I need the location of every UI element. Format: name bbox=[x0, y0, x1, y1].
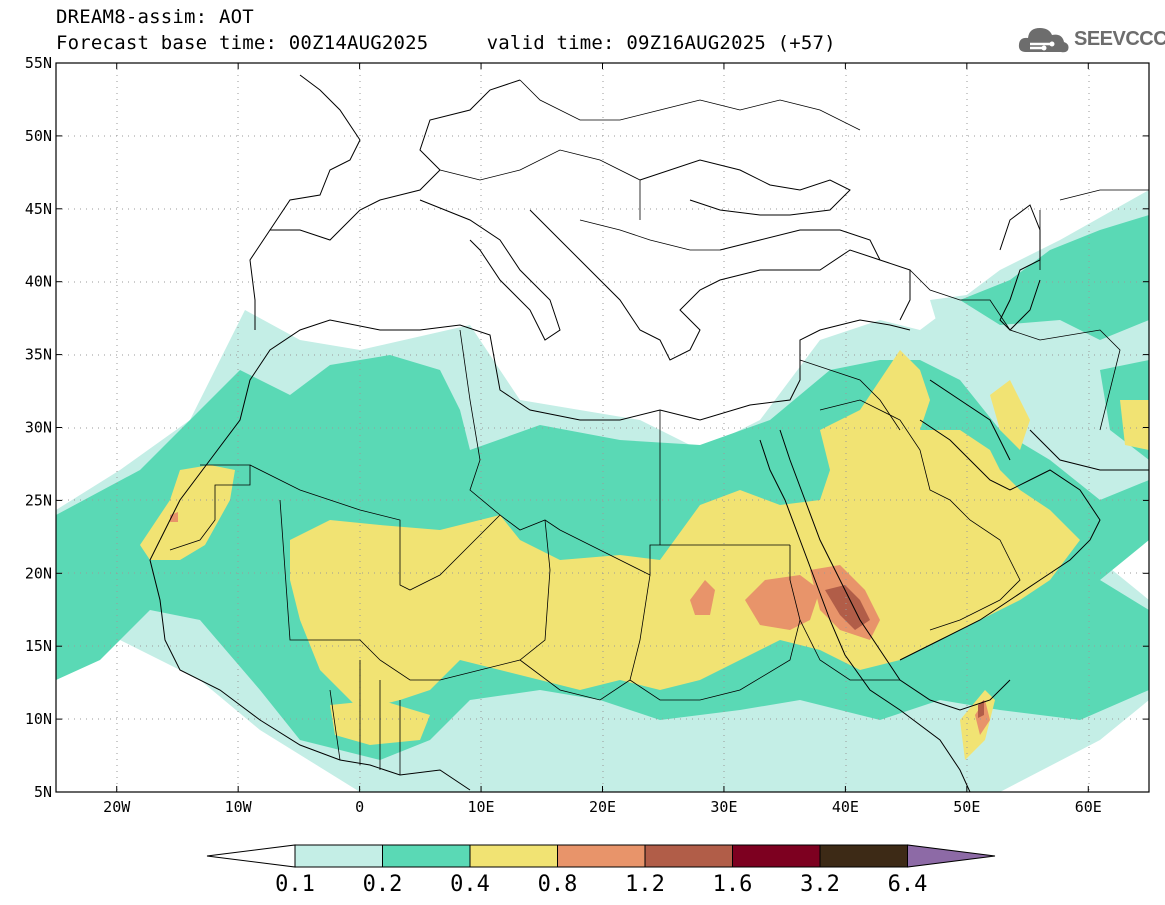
lat-label-1: 50N bbox=[25, 127, 52, 145]
colorbar-box-1 bbox=[382, 844, 471, 868]
colorbar-labels: 0.1 0.2 0.4 0.8 1.2 1.6 3.2 6.4 bbox=[275, 872, 927, 897]
lat-label-8: 15N bbox=[25, 637, 52, 655]
latitude-axis: 55N 50N 45N 40N 35N 30N 25N 20N 15N 10N 5N bbox=[25, 54, 1149, 801]
lon-label-8: 60E bbox=[1075, 798, 1102, 816]
lat-label-0: 55N bbox=[25, 54, 52, 72]
lat-label-6: 25N bbox=[25, 491, 52, 509]
lon-label-7: 50E bbox=[953, 798, 980, 816]
lon-label-1: 10W bbox=[225, 798, 253, 816]
lat-label-5: 30N bbox=[25, 419, 52, 437]
colorbar-box-5 bbox=[732, 844, 821, 868]
colorbar-label-6: 3.2 bbox=[800, 872, 840, 897]
aot-fields bbox=[56, 63, 1149, 792]
colorbar-label-1: 0.2 bbox=[363, 872, 403, 897]
lat-label-4: 35N bbox=[25, 346, 52, 364]
time-line: Forecast base time: 00Z14AUG2025 valid t… bbox=[56, 32, 836, 54]
lat-label-2: 45N bbox=[25, 200, 52, 218]
colorbar: 0.1 0.2 0.4 0.8 1.2 1.6 3.2 6.4 bbox=[206, 844, 996, 897]
lon-label-4: 20E bbox=[589, 798, 616, 816]
colorbar-label-4: 1.2 bbox=[625, 872, 665, 897]
colorbar-box-0 bbox=[294, 844, 383, 868]
map-title: DREAM8-assim: AOT bbox=[56, 6, 254, 28]
lon-label-2: 0 bbox=[355, 798, 364, 816]
aot-level-1.2 bbox=[825, 585, 984, 718]
seevccc-logo: SEEVCCC bbox=[1016, 22, 1165, 58]
lon-label-0: 20W bbox=[103, 798, 131, 816]
valid-time: valid time: 09Z16AUG2025 (+57) bbox=[486, 32, 836, 54]
lon-label-5: 30E bbox=[710, 798, 737, 816]
aot-map: 55N 50N 45N 40N 35N 30N 25N 20N 15N 10N 5N 20W 10W 0… bbox=[25, 54, 1150, 816]
colorbar-label-2: 0.4 bbox=[450, 872, 490, 897]
lat-label-9: 10N bbox=[25, 710, 52, 728]
colorbar-label-0: 0.1 bbox=[275, 872, 315, 897]
colorbar-box-3 bbox=[557, 844, 646, 868]
colorbar-box-6 bbox=[819, 844, 908, 868]
colorbar-over-triangle bbox=[907, 844, 996, 868]
cloud-icon bbox=[1018, 28, 1069, 53]
lat-label-3: 40N bbox=[25, 273, 52, 291]
colorbar-box-4 bbox=[644, 844, 733, 868]
lon-label-3: 10E bbox=[468, 798, 495, 816]
lat-label-7: 20N bbox=[25, 564, 52, 582]
colorbar-under-triangle bbox=[206, 844, 296, 868]
lon-label-6: 40E bbox=[832, 798, 859, 816]
logo-text: SEEVCCC bbox=[1074, 28, 1165, 50]
colorbar-boxes bbox=[206, 844, 996, 868]
longitude-axis: 20W 10W 0 10E 20E 30E 40E 50E 60E bbox=[103, 63, 1102, 816]
country-borders bbox=[169, 79, 1149, 775]
base-time: Forecast base time: 00Z14AUG2025 bbox=[56, 32, 429, 54]
colorbar-label-5: 1.6 bbox=[713, 872, 753, 897]
colorbar-label-7: 6.4 bbox=[888, 872, 928, 897]
colorbar-label-3: 0.8 bbox=[538, 872, 578, 897]
colorbar-box-2 bbox=[469, 844, 558, 868]
lat-label-10: 5N bbox=[34, 783, 52, 801]
